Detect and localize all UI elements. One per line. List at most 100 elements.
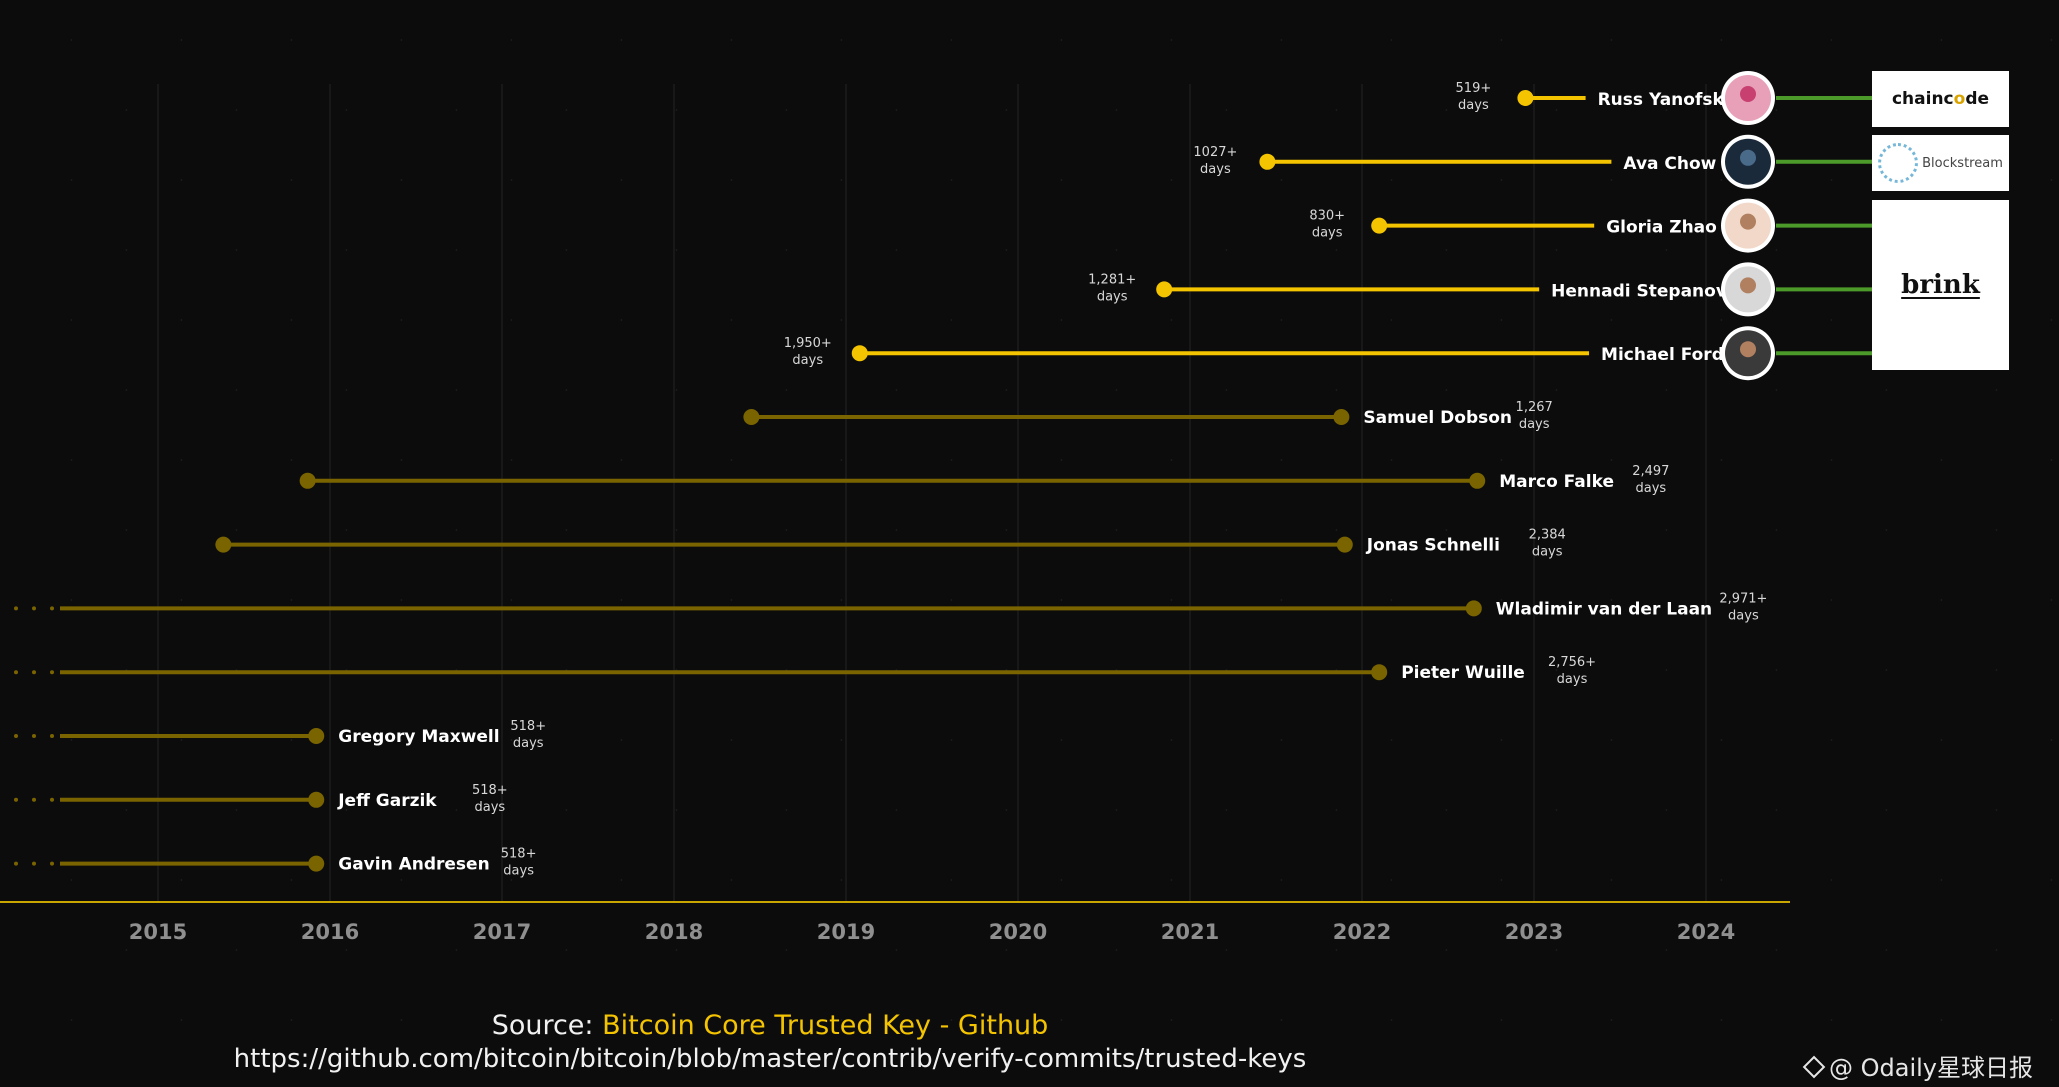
- bg-dot: [1610, 879, 1613, 881]
- bg-dot: [1060, 39, 1063, 41]
- bg-dot: [565, 249, 568, 251]
- series-name-label: Hennadi Stepanov: [1551, 281, 1727, 301]
- duration-unit-label: days: [513, 736, 544, 751]
- bg-dot: [620, 179, 623, 181]
- bg-dot: [400, 459, 403, 461]
- bg-dot: [345, 249, 348, 251]
- blockstream-ring-icon: [1878, 143, 1919, 183]
- bg-dot: [1060, 319, 1063, 321]
- chaincode-logo: chainc o de: [1872, 71, 2009, 127]
- bg-dot: [180, 879, 183, 881]
- bg-dot: [1170, 319, 1173, 321]
- bg-dot: [290, 459, 293, 461]
- bg-dot: [730, 319, 733, 321]
- bg-dot: [565, 949, 568, 951]
- duration-unit-label: days: [1519, 417, 1550, 432]
- bg-dot: [180, 39, 183, 41]
- bg-dot: [2050, 739, 2053, 741]
- bg-dot: [620, 879, 623, 881]
- bg-dot: [1500, 879, 1503, 881]
- bg-dot: [675, 809, 678, 811]
- duration-label: 518+: [510, 719, 546, 734]
- bg-dot: [1225, 949, 1228, 951]
- duration-unit-label: days: [1097, 289, 1128, 304]
- bg-dot: [1225, 529, 1228, 531]
- bg-dot: [70, 179, 73, 181]
- bg-dot: [840, 459, 843, 461]
- bg-dot: [1280, 879, 1283, 881]
- bg-dot: [1445, 109, 1448, 111]
- bg-dot: [1995, 809, 1998, 811]
- bg-dot: [1830, 739, 1833, 741]
- duration-label: 1,267: [1516, 400, 1553, 415]
- bg-dot: [70, 739, 73, 741]
- bg-dot: [510, 879, 513, 881]
- bg-dot: [180, 319, 183, 321]
- bg-dot: [1225, 809, 1228, 811]
- continuation-dot: [32, 734, 36, 738]
- bg-dot: [620, 459, 623, 461]
- bg-dot: [235, 949, 238, 951]
- bg-dot: [400, 179, 403, 181]
- bg-dot: [1610, 39, 1613, 41]
- duration-unit-label: days: [503, 864, 534, 879]
- bg-dot: [840, 319, 843, 321]
- bg-dot: [840, 179, 843, 181]
- bg-dot: [2050, 459, 2053, 461]
- bg-dot: [1775, 109, 1778, 111]
- bg-dot: [1500, 599, 1503, 601]
- bg-dot: [785, 529, 788, 531]
- bg-dot: [1830, 459, 1833, 461]
- bg-dot: [1665, 389, 1668, 391]
- bg-dot: [1170, 39, 1173, 41]
- bg-dot: [125, 809, 128, 811]
- start-dot: [1156, 281, 1173, 298]
- bg-dot: [730, 39, 733, 41]
- series-name-label: Russ Yanofsky: [1598, 90, 1735, 110]
- bg-dot: [1775, 249, 1778, 251]
- bg-dot: [1170, 599, 1173, 601]
- bg-dot: [400, 739, 403, 741]
- bg-dot: [1500, 1019, 1503, 1021]
- bg-dot: [1885, 809, 1888, 811]
- bg-dot: [620, 39, 623, 41]
- bg-dot: [1940, 599, 1943, 601]
- end-dot: [1465, 600, 1482, 617]
- bg-dot: [1390, 1019, 1393, 1021]
- bg-dot: [1115, 809, 1118, 811]
- bg-dot: [1940, 879, 1943, 881]
- bg-dot: [1170, 459, 1173, 461]
- bg-dot: [1610, 319, 1613, 321]
- bg-dot: [675, 389, 678, 391]
- bg-dot: [510, 459, 513, 461]
- bg-dot: [1940, 459, 1943, 461]
- start-dot: [299, 472, 316, 489]
- bg-dot: [895, 949, 898, 951]
- start-dot: [1371, 217, 1388, 234]
- bg-dot: [1060, 739, 1063, 741]
- bg-dot: [455, 529, 458, 531]
- continuation-dot: [14, 606, 18, 611]
- x-tick-label: 2022: [1333, 920, 1391, 944]
- duration-label: 2,384: [1529, 528, 1566, 543]
- bg-dot: [565, 389, 568, 391]
- start-dot: [1259, 153, 1276, 170]
- bg-dot: [675, 249, 678, 251]
- bg-dot: [730, 179, 733, 181]
- duration-unit-label: days: [1557, 672, 1588, 687]
- source-url: https://github.com/bitcoin/bitcoin/blob/…: [233, 1044, 1307, 1074]
- bg-dot: [1665, 809, 1668, 811]
- bg-dot: [620, 599, 623, 601]
- bg-dot: [1225, 249, 1228, 251]
- bg-dot: [1555, 669, 1558, 671]
- bg-dot: [455, 809, 458, 811]
- bg-dot: [1555, 389, 1558, 391]
- bg-dot: [565, 109, 568, 111]
- bg-dot: [1720, 879, 1723, 881]
- bg-dot: [1995, 669, 1998, 671]
- duration-unit-label: days: [1312, 226, 1343, 241]
- bg-dot: [1610, 179, 1613, 181]
- bg-dot: [785, 109, 788, 111]
- bg-dot: [1500, 319, 1503, 321]
